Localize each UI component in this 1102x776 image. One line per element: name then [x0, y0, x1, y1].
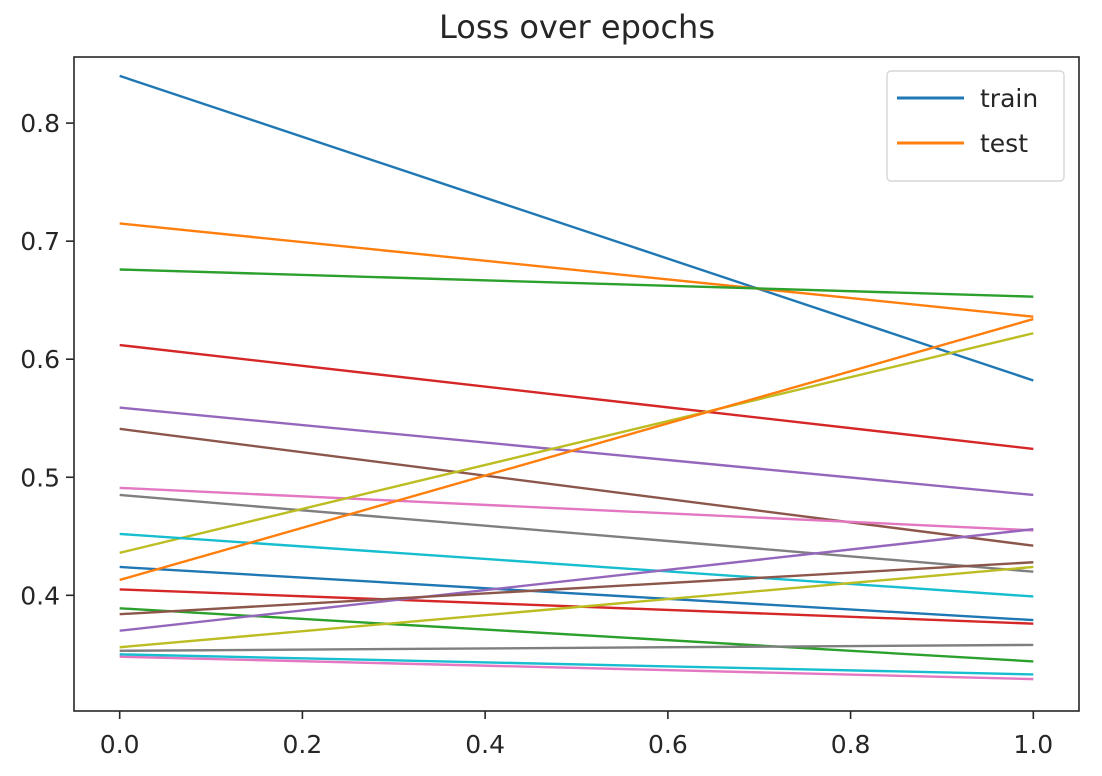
series-line-11 — [119, 565, 1034, 622]
series-line-17 — [119, 655, 1034, 681]
x-tick-label: 0.8 — [831, 730, 871, 759]
y-tick-label: 0.7 — [20, 227, 60, 256]
series-line-2 — [119, 222, 1034, 318]
y-axis: 0.4 0.5 0.6 0.7 0.8 — [20, 109, 74, 610]
series-line-1 — [119, 74, 1034, 382]
chart-title: Loss over epochs — [439, 8, 715, 46]
series-line-20 — [119, 653, 1034, 676]
legend-label: train — [980, 84, 1038, 113]
series-line-13 — [119, 607, 1034, 663]
series-line-7 — [119, 486, 1034, 532]
series-line-8 — [119, 493, 1034, 573]
series-line-9 — [119, 332, 1034, 554]
series-line-6 — [119, 427, 1034, 547]
series-layer — [119, 74, 1034, 681]
series-line-18 — [119, 643, 1034, 652]
series-line-10 — [119, 532, 1034, 598]
x-tick-label: 0.4 — [465, 730, 505, 759]
y-tick-label: 0.6 — [20, 345, 60, 374]
series-line-4 — [119, 343, 1034, 451]
series-line-5 — [119, 406, 1034, 497]
series-line-12 — [119, 317, 1034, 582]
legend: train test — [886, 70, 1065, 182]
series-line-19 — [119, 565, 1034, 649]
legend-label: test — [980, 129, 1028, 158]
series-line-3 — [119, 268, 1034, 298]
axes-frame — [73, 56, 1080, 712]
x-tick-label: 1.0 — [1013, 730, 1053, 759]
series-line-16 — [119, 561, 1034, 616]
x-tick-label: 0.0 — [100, 730, 140, 759]
y-tick-label: 0.5 — [20, 463, 60, 492]
x-axis: 0.0 0.2 0.4 0.6 0.8 1.0 — [100, 711, 1053, 759]
y-tick-label: 0.4 — [20, 581, 60, 610]
x-tick-label: 0.2 — [283, 730, 323, 759]
x-tick-label: 0.6 — [648, 730, 688, 759]
series-line-15 — [119, 528, 1034, 632]
y-tick-label: 0.8 — [20, 109, 60, 138]
